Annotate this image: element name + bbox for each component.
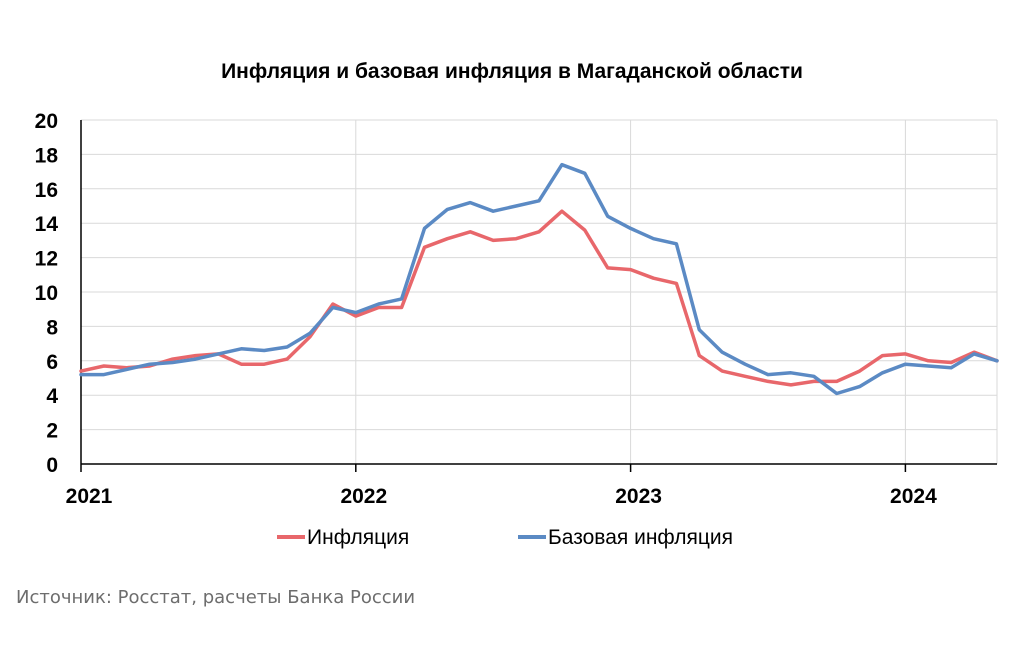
y-tick-label: 20 [35,110,58,133]
y-tick-label: 0 [46,454,58,477]
y-tick-label: 12 [35,248,58,271]
x-axis: 2021 2022 2023 2024 [66,120,997,508]
y-tick-label: 14 [35,213,59,236]
series-line-inflation [79,209,999,387]
x-tick-label: 2021 [66,485,113,508]
y-tick-label: 4 [46,385,58,408]
legend-label-core-inflation: Базовая инфляция [548,526,733,549]
y-tick-label: 16 [35,179,58,202]
x-tick-label: 2022 [340,485,387,508]
series-line-core-inflation [79,162,999,396]
y-tick-label: 8 [46,316,58,339]
source-note: Источник: Росстат, расчеты Банка России [16,587,415,608]
y-axis-tick-labels: 0 2 4 6 8 10 12 14 16 18 20 [35,110,59,477]
legend-label-inflation: Инфляция [307,526,409,549]
x-tick-label: 2024 [890,485,937,508]
gridlines [81,119,998,464]
y-tick-label: 2 [46,420,58,443]
legend: Инфляция Базовая инфляция [277,526,733,549]
y-tick-label: 6 [46,351,58,374]
series-lines [79,162,999,396]
x-tick-label: 2023 [615,485,662,508]
y-tick-label: 10 [35,282,58,305]
chart-title: Инфляция и базовая инфляция в Магаданско… [221,60,803,83]
y-tick-label: 18 [35,144,59,167]
